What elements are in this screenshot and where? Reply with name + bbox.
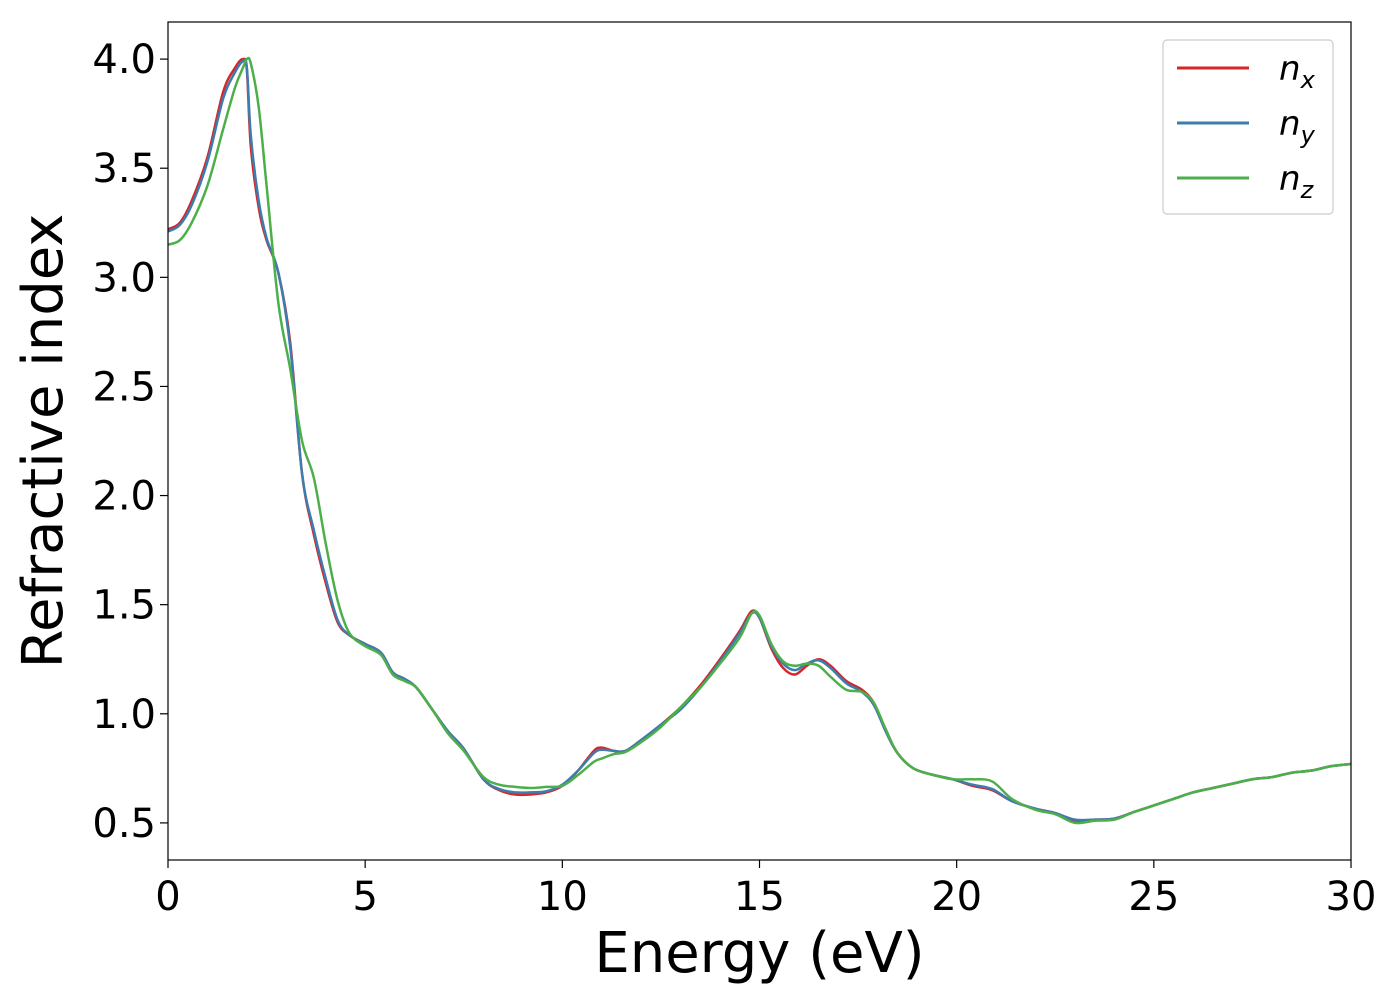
x-tick-label: 25 [1128,874,1179,920]
series-line-nz [168,56,1351,825]
y-axis: 0.5 1.0 1.5 2.0 2.5 3.0 3.5 4.0 [92,37,168,847]
x-tick-label: 30 [1326,874,1377,920]
legend-label-nz: nz [1279,159,1315,204]
y-tick-label: 1.5 [92,583,156,629]
x-tick-label: 15 [734,874,785,920]
x-tick-label: 20 [931,874,982,920]
legend-label-ny: ny [1279,104,1316,149]
y-tick-label: 0.5 [92,801,156,847]
x-tick-label: 10 [537,874,588,920]
x-tick-label: 5 [352,874,377,920]
y-tick-label: 2.5 [92,364,156,410]
y-tick-label: 3.5 [92,146,156,192]
y-axis-label: Refractive index [11,214,76,669]
legend-label-nx: nx [1279,49,1316,94]
series-layer [168,56,1351,825]
x-tick-label: 0 [155,874,180,920]
y-tick-label: 3.0 [92,255,156,301]
x-axis: 0 5 10 15 20 25 30 [155,860,1376,920]
y-tick-label: 2.0 [92,474,156,520]
legend-box [1162,39,1334,215]
y-tick-label: 1.0 [92,692,156,738]
x-axis-label: Energy (eV) [594,921,924,986]
y-tick-label: 4.0 [92,37,156,83]
legend: nx ny nz [1162,39,1334,215]
